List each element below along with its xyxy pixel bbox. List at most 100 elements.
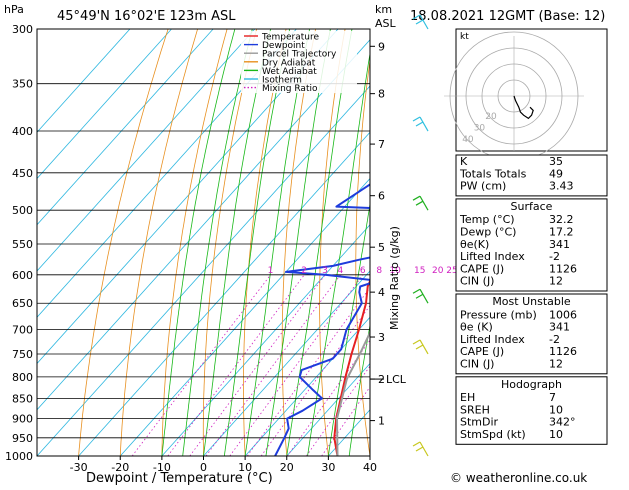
pressure-tick-label: 900 — [12, 413, 33, 426]
location-title: 45°49'N 16°02'E 123m ASL — [57, 9, 236, 24]
isotherm — [286, 362, 370, 456]
legend-label: Wet Adiabat — [262, 67, 317, 77]
x-tick-label: 0 — [200, 461, 207, 474]
km-tick-label: 5 — [378, 241, 385, 254]
km-unit: km — [375, 3, 392, 16]
info-row-value: -2 — [549, 333, 560, 346]
x-tick-label: 20 — [280, 461, 294, 474]
wet-adiabat — [161, 29, 236, 456]
x-tick-label: -10 — [153, 461, 171, 474]
dry-adiabat — [78, 29, 169, 456]
hodograph-ring-label: 40 — [462, 135, 474, 145]
pressure-tick-label: 800 — [12, 371, 33, 384]
wind-barbs — [412, 14, 429, 457]
profile-series — [274, 183, 370, 456]
pressure-unit: hPa — [4, 3, 24, 16]
mixing-ratio-line — [131, 274, 271, 456]
dry-adiabat — [425, 29, 453, 456]
isotherm — [37, 39, 370, 411]
info-row-label: Temp (°C) — [459, 213, 515, 226]
wet-adiabat — [348, 323, 370, 456]
wind-barb-flag — [412, 116, 421, 122]
series-temperature — [333, 278, 370, 456]
mixing-ratio-line — [306, 365, 370, 456]
info-row-value: 10 — [549, 403, 563, 416]
wind-barb — [419, 116, 429, 132]
mixing-ratio-label: 20 — [432, 266, 444, 276]
pressure-tick-label: 450 — [12, 167, 33, 180]
isotherm — [37, 85, 370, 456]
info-row-value: 35 — [549, 155, 563, 168]
info-row-value: 1126 — [549, 345, 577, 358]
mixing-ratio-label: 1 — [268, 266, 274, 276]
km-tick-label: 9 — [378, 40, 385, 53]
pressure-tick-label: 950 — [12, 432, 33, 445]
x-tick-label: 30 — [321, 461, 335, 474]
km-tick-label: 3 — [378, 331, 385, 344]
info-box-title: Most Unstable — [492, 295, 571, 308]
info-row-label: θe (K) — [460, 321, 493, 334]
pressure-tick-label: 550 — [12, 238, 33, 251]
info-row-label: PW (cm) — [460, 180, 506, 193]
info-row-label: StmSpd (kt) — [460, 428, 526, 441]
wind-barb-flag — [415, 344, 424, 350]
info-box-title: Surface — [511, 200, 553, 213]
mixing-ratio-line — [321, 386, 370, 456]
info-row-value: 341 — [549, 238, 570, 251]
pressure-tick-label: 600 — [12, 269, 33, 282]
info-row-value: 10 — [549, 428, 563, 441]
wind-barb — [419, 339, 429, 355]
mixing-ratio-line — [189, 274, 326, 456]
km-tick-label: 1 — [378, 415, 385, 428]
info-row-label: Pressure (mb) — [460, 308, 537, 321]
info-box-title: Hodograph — [501, 378, 562, 391]
mixing-ratio-label: 6 — [360, 266, 366, 276]
mixing-ratio-label: 3 — [322, 266, 328, 276]
info-box — [455, 293, 608, 375]
pressure-tick-label: 850 — [12, 392, 33, 405]
mixing-ratio-label: 2 — [301, 266, 307, 276]
info-row-label: Lifted Index — [460, 250, 525, 263]
legend-label: Dry Adiabat — [262, 58, 316, 68]
info-row-value: 12 — [549, 275, 563, 288]
info-row-value: 342° — [549, 416, 576, 429]
info-row-label: Lifted Index — [460, 333, 525, 346]
wind-barb — [419, 441, 429, 457]
hodograph-unit: kt — [460, 32, 469, 42]
lcl-label: LCL — [386, 373, 407, 386]
info-row-value: 1126 — [549, 262, 577, 275]
isotherm — [119, 177, 370, 456]
isotherm — [78, 131, 370, 456]
pressure-tick-label: 650 — [12, 297, 33, 310]
km-tick-label: 7 — [378, 138, 385, 151]
info-box — [455, 376, 608, 445]
pressure-tick-label: 750 — [12, 348, 33, 361]
info-row-label: θe(K) — [460, 238, 489, 251]
legend-box — [241, 31, 357, 93]
asl-unit: ASL — [375, 17, 397, 30]
km-tick-label: 4 — [378, 286, 385, 299]
legend-label: Dewpoint — [262, 41, 305, 51]
mixing-ratio-line — [167, 274, 305, 456]
temperature-axis: -30 -20 -10 0 10 20 30 40 — [70, 456, 377, 474]
wind-barb — [419, 195, 429, 211]
info-row-label: SREH — [460, 403, 490, 416]
wind-barb-flag — [415, 121, 424, 127]
wind-barb-flag — [415, 19, 424, 25]
info-row-label: CIN (J) — [460, 275, 494, 288]
wind-barb-flag — [415, 293, 424, 299]
isotherm — [37, 29, 297, 318]
pressure-axis: 300 350 400 450 500 550 600 650 700 750 800 850 900 9… — [5, 23, 33, 463]
info-row-value: 12 — [549, 358, 563, 371]
mixing-ratio-labels: 1 2 3 4 6 8 10 15 20 25 — [268, 266, 458, 276]
isotherm — [37, 29, 214, 226]
pressure-tick-label: 1000 — [5, 450, 33, 463]
dry-adiabat — [611, 29, 629, 456]
wind-barb — [419, 288, 429, 304]
info-row-label: Dewp (°C) — [460, 226, 516, 239]
stability-indices: K 35 Totals Totals 49 PW (cm) 3.43 SurfaceTemp… — [455, 154, 608, 445]
dry-adiabat — [119, 29, 198, 456]
